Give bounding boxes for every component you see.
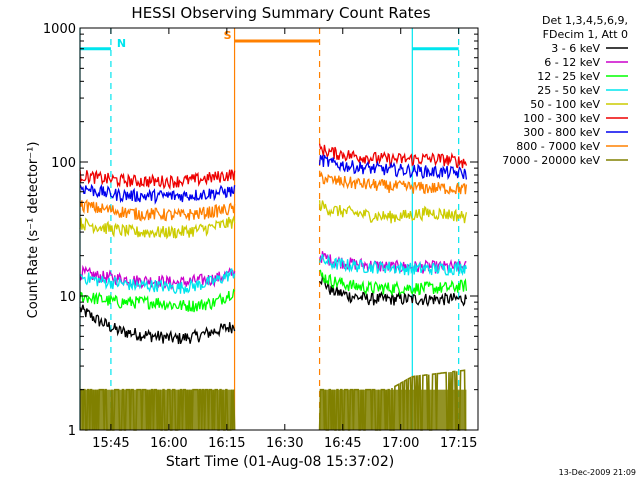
y-tick-label-3: 1000 [43, 22, 76, 37]
legend-label-7: 800 - 7000 keV [516, 140, 600, 153]
legend: Det 1,3,4,5,6,9,FDecim 1, Att 03 - 6 keV… [502, 14, 628, 167]
series-800-7000-kev-line-1 [318, 170, 468, 195]
footer-timestamp: 13-Dec-2009 21:09 [559, 468, 636, 477]
series-50-100-kev-line-0 [79, 215, 236, 240]
y-axis-label: Count Rate (s⁻¹ detector⁻¹) [26, 142, 41, 319]
y-tick-label-1: 10 [59, 290, 76, 305]
x-tick-label-2: 16:15 [208, 436, 245, 451]
legend-label-2: 12 - 25 keV [537, 70, 600, 83]
x-tick-label-1: 16:00 [150, 436, 187, 451]
annotation-label-1: S [224, 29, 232, 42]
series-300-800-kev-line-0 [79, 183, 236, 205]
legend-header-1: FDecim 1, Att 0 [543, 28, 628, 41]
legend-header-0: Det 1,3,4,5,6,9, [542, 14, 628, 27]
annotation-label-0: N [117, 37, 126, 50]
series-layer [79, 143, 468, 431]
y-tick-label-0: 1 [68, 424, 76, 439]
series-800-7000-kev-line-0 [79, 198, 236, 222]
series-25-50-kev-line-1 [318, 254, 468, 277]
x-axis-label: Start Time (01-Aug-08 15:37:02) [166, 454, 394, 470]
y-tick-label-2: 100 [51, 156, 76, 171]
series-12-25-kev-line-0 [79, 288, 236, 313]
series-3-6-kev-line-0 [79, 304, 236, 345]
legend-label-8: 7000 - 20000 keV [502, 154, 600, 167]
legend-label-1: 6 - 12 keV [544, 56, 600, 69]
legend-label-6: 300 - 800 keV [523, 126, 600, 139]
series-100-300-kev-line-1 [318, 143, 468, 169]
legend-label-3: 25 - 50 keV [537, 84, 600, 97]
series-50-100-kev-line-1 [318, 200, 468, 224]
y-axis: 1 10 100 1000 [43, 22, 478, 439]
plot-frame [79, 27, 479, 431]
x-tick-label-4: 16:45 [324, 436, 361, 451]
legend-label-4: 50 - 100 keV [530, 98, 600, 111]
x-tick-label-5: 17:00 [382, 436, 419, 451]
series-25-50-kev-line-0 [79, 267, 236, 294]
x-tick-label-0: 15:45 [92, 436, 129, 451]
series-3-6-kev-line-1 [319, 274, 468, 308]
x-axis: 15:45 16:00 16:15 16:30 16:45 17:00 17:15 [92, 28, 477, 451]
series-300-800-kev-line-1 [318, 153, 468, 181]
chart-title: HESSI Observing Summary Count Rates [131, 4, 430, 22]
series-12-25-kev-line-1 [319, 269, 468, 297]
series-100-300-kev-line-0 [79, 169, 236, 190]
x-tick-label-6: 17:15 [440, 436, 477, 451]
x-tick-label-3: 16:30 [266, 436, 303, 451]
legend-label-5: 100 - 300 keV [523, 112, 600, 125]
legend-label-0: 3 - 6 keV [551, 42, 600, 55]
